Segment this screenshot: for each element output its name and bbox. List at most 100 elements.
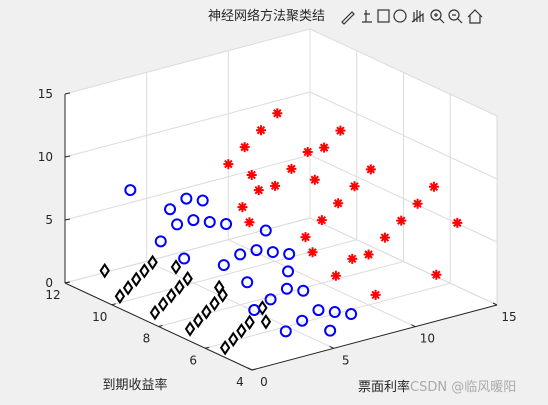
grid-line bbox=[205, 282, 451, 349]
point bbox=[333, 198, 344, 209]
datatip-tool[interactable] bbox=[362, 10, 372, 23]
point bbox=[228, 331, 239, 348]
z-tick bbox=[64, 281, 71, 284]
point bbox=[219, 339, 231, 356]
zoom-in-glyph bbox=[434, 13, 445, 24]
home-tool[interactable] bbox=[467, 9, 483, 24]
zoom-in-tool[interactable] bbox=[430, 9, 442, 21]
point bbox=[193, 312, 204, 329]
point bbox=[139, 263, 150, 279]
grid-line bbox=[111, 239, 357, 306]
x-tick bbox=[492, 302, 498, 306]
point bbox=[452, 217, 463, 228]
point bbox=[124, 184, 137, 197]
z-tick-label: 0 bbox=[45, 276, 53, 290]
point bbox=[280, 282, 293, 295]
point bbox=[187, 214, 200, 227]
point bbox=[347, 253, 358, 264]
rotate-tool[interactable] bbox=[393, 9, 407, 23]
point bbox=[147, 254, 158, 271]
point bbox=[184, 321, 196, 337]
point bbox=[349, 181, 360, 192]
point bbox=[250, 244, 263, 257]
z-tick-label: 5 bbox=[45, 213, 53, 227]
point bbox=[170, 259, 182, 275]
point bbox=[283, 248, 296, 261]
point bbox=[164, 203, 177, 216]
point bbox=[272, 108, 283, 119]
point bbox=[182, 270, 193, 287]
z-tick bbox=[64, 155, 71, 158]
point bbox=[302, 146, 313, 157]
point bbox=[363, 249, 374, 260]
grid-line bbox=[309, 154, 498, 243]
z-tick-label: 15 bbox=[38, 87, 53, 101]
point bbox=[330, 270, 341, 281]
pan-tool[interactable] bbox=[411, 10, 424, 23]
y-tick bbox=[158, 325, 163, 327]
point bbox=[178, 252, 191, 265]
point bbox=[259, 224, 272, 237]
grid-line bbox=[64, 217, 311, 284]
point bbox=[297, 284, 310, 297]
x-axis-label: 票面利率 bbox=[358, 379, 410, 395]
x-tick-label: 15 bbox=[501, 310, 516, 324]
point bbox=[335, 125, 346, 136]
point bbox=[345, 308, 358, 321]
zoom-out-tool[interactable] bbox=[448, 9, 460, 21]
point bbox=[312, 304, 325, 317]
watermark: CSDN @临风暖阳 bbox=[410, 380, 516, 395]
point bbox=[286, 163, 297, 174]
grid-line bbox=[64, 28, 311, 95]
point bbox=[241, 276, 254, 289]
point bbox=[166, 287, 177, 304]
point bbox=[180, 192, 193, 205]
point bbox=[217, 259, 230, 272]
x-tick-label: 0 bbox=[260, 375, 268, 389]
point bbox=[370, 289, 381, 300]
brush-tool[interactable] bbox=[341, 11, 355, 25]
point bbox=[266, 246, 279, 259]
point bbox=[154, 235, 167, 248]
zoom-out-glyph bbox=[452, 14, 463, 24]
point bbox=[209, 295, 220, 312]
point bbox=[428, 181, 439, 192]
point bbox=[234, 248, 247, 261]
point bbox=[296, 314, 309, 327]
point bbox=[264, 293, 277, 306]
point bbox=[396, 215, 407, 226]
point bbox=[237, 202, 248, 213]
point bbox=[239, 142, 250, 153]
point bbox=[244, 314, 255, 331]
point bbox=[213, 279, 225, 296]
grid-line bbox=[309, 91, 498, 180]
edit-tool[interactable] bbox=[377, 9, 390, 23]
point bbox=[324, 324, 337, 337]
point bbox=[319, 142, 330, 153]
point bbox=[246, 169, 257, 180]
grid-line bbox=[64, 154, 311, 221]
y-tick-label: 10 bbox=[92, 310, 107, 324]
point bbox=[379, 232, 390, 243]
point bbox=[220, 218, 233, 231]
point bbox=[260, 313, 272, 330]
x-tick-label: 5 bbox=[342, 353, 350, 367]
point bbox=[300, 232, 311, 243]
y-axis-label: 到期收益率 bbox=[102, 377, 167, 393]
point bbox=[270, 180, 281, 191]
y-tick-label: 12 bbox=[45, 288, 60, 302]
point bbox=[203, 216, 216, 229]
z-tick-label: 10 bbox=[38, 150, 53, 164]
z-tick bbox=[64, 218, 71, 221]
y-tick-label: 4 bbox=[236, 375, 244, 389]
point bbox=[282, 265, 295, 278]
x-axis-line bbox=[251, 304, 498, 371]
toolbar bbox=[340, 8, 483, 25]
grid-line bbox=[64, 91, 311, 158]
point bbox=[412, 198, 423, 209]
y-tick-label: 6 bbox=[189, 353, 197, 367]
point bbox=[307, 247, 318, 258]
